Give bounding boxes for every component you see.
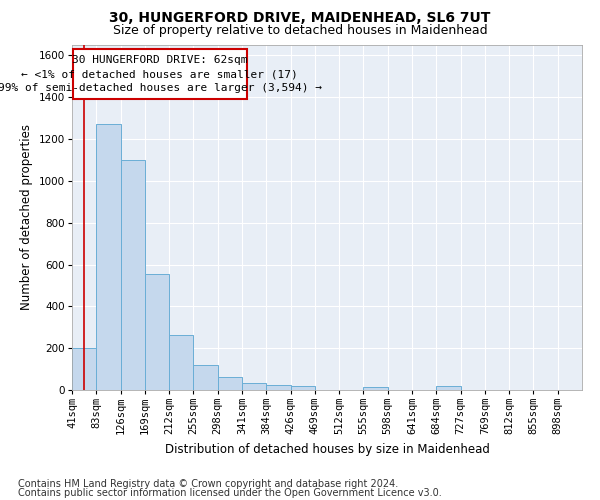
Bar [290, 386, 315, 390]
Bar [72, 348, 96, 390]
X-axis label: Distribution of detached houses by size in Maidenhead: Distribution of detached houses by size … [164, 443, 490, 456]
Bar [242, 382, 266, 390]
Bar [96, 124, 121, 390]
Bar [193, 365, 218, 390]
Text: Contains HM Land Registry data © Crown copyright and database right 2024.: Contains HM Land Registry data © Crown c… [18, 479, 398, 489]
FancyBboxPatch shape [73, 49, 247, 100]
Text: Size of property relative to detached houses in Maidenhead: Size of property relative to detached ho… [113, 24, 487, 37]
Text: Contains public sector information licensed under the Open Government Licence v3: Contains public sector information licen… [18, 488, 442, 498]
Bar [364, 387, 388, 390]
Bar [218, 378, 242, 390]
Bar [266, 385, 290, 390]
Text: 30, HUNGERFORD DRIVE, MAIDENHEAD, SL6 7UT: 30, HUNGERFORD DRIVE, MAIDENHEAD, SL6 7U… [109, 11, 491, 25]
Bar [169, 334, 193, 390]
Bar [145, 274, 169, 390]
Bar [436, 386, 461, 390]
Y-axis label: Number of detached properties: Number of detached properties [20, 124, 33, 310]
Bar [121, 160, 145, 390]
Text: 30 HUNGERFORD DRIVE: 62sqm
← <1% of detached houses are smaller (17)
99% of semi: 30 HUNGERFORD DRIVE: 62sqm ← <1% of deta… [0, 56, 322, 94]
